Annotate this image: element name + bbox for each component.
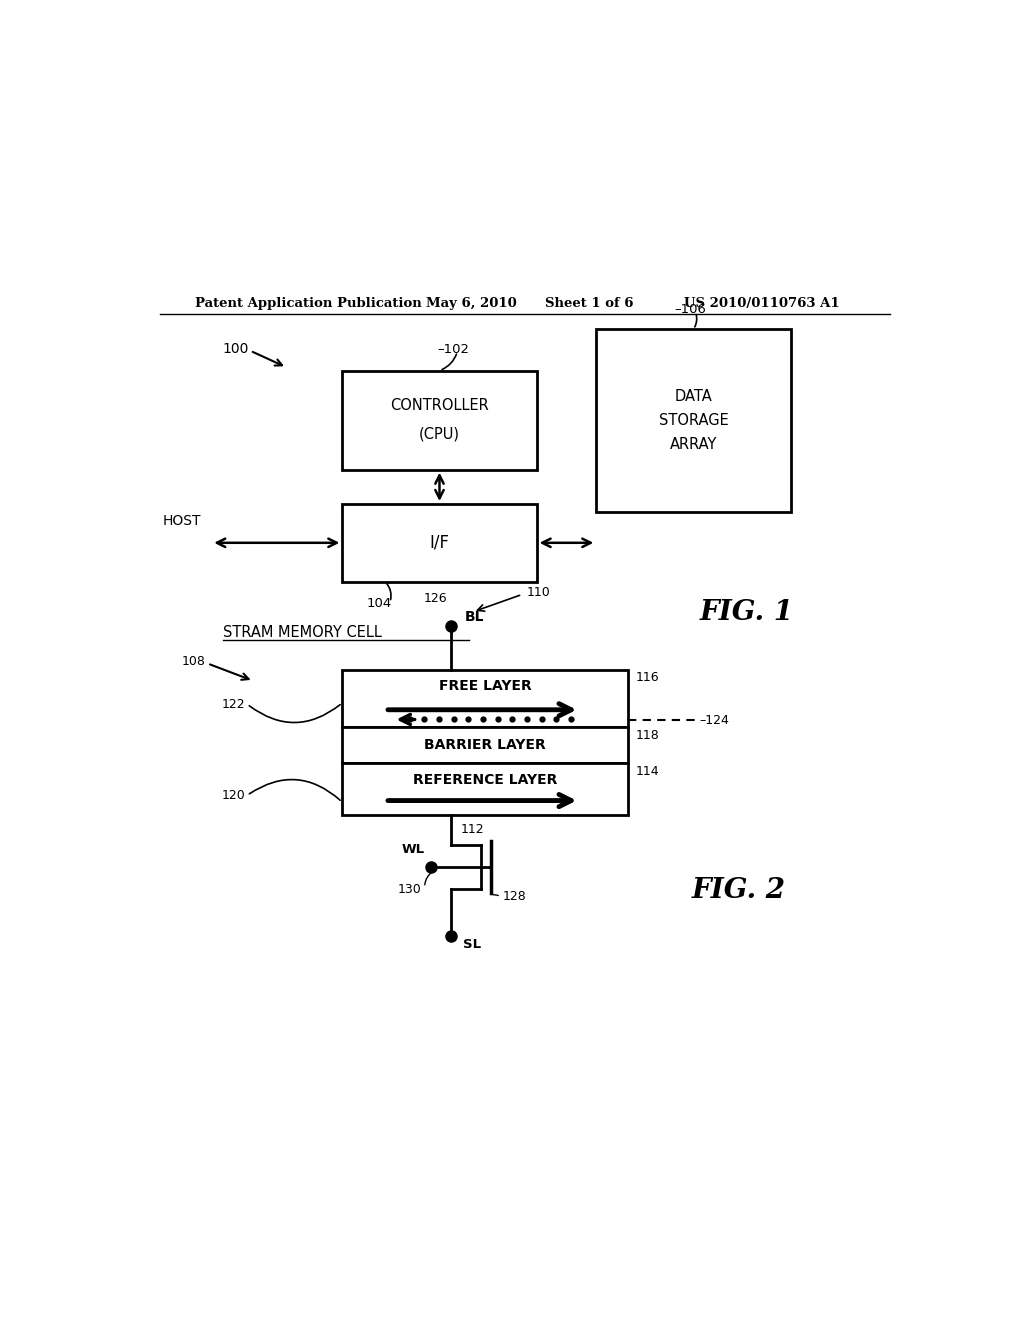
Text: 114: 114: [636, 766, 659, 777]
Text: STRAM MEMORY CELL: STRAM MEMORY CELL: [223, 624, 382, 640]
Text: US 2010/0110763 A1: US 2010/0110763 A1: [684, 297, 839, 310]
Bar: [342, 727, 628, 763]
Text: I/F: I/F: [429, 533, 450, 552]
Text: Patent Application Publication: Patent Application Publication: [196, 297, 422, 310]
Text: FIG. 1: FIG. 1: [700, 599, 794, 626]
Text: 100: 100: [222, 342, 249, 356]
Text: 120: 120: [222, 789, 246, 803]
Text: STORAGE: STORAGE: [658, 413, 728, 428]
Text: May 6, 2010: May 6, 2010: [426, 297, 516, 310]
Text: WL: WL: [401, 843, 425, 857]
Text: CONTROLLER: CONTROLLER: [390, 399, 488, 413]
Bar: [342, 371, 537, 470]
Text: 108: 108: [182, 655, 206, 668]
Text: DATA: DATA: [675, 389, 713, 404]
Text: BL: BL: [465, 610, 484, 623]
Text: 110: 110: [526, 586, 550, 599]
Text: 130: 130: [397, 883, 422, 896]
Text: FREE LAYER: FREE LAYER: [438, 678, 531, 693]
Text: 128: 128: [503, 890, 526, 903]
Text: (CPU): (CPU): [419, 426, 460, 442]
Text: SL: SL: [463, 937, 481, 950]
Text: 118: 118: [636, 729, 659, 742]
Text: –106: –106: [674, 304, 706, 315]
Bar: [596, 329, 791, 512]
Text: –102: –102: [437, 343, 469, 355]
Bar: [342, 763, 628, 814]
Text: BARRIER LAYER: BARRIER LAYER: [424, 738, 546, 752]
Text: FIG. 2: FIG. 2: [692, 876, 786, 904]
Text: –124: –124: [699, 714, 729, 726]
Text: REFERENCE LAYER: REFERENCE LAYER: [413, 774, 557, 787]
Text: 116: 116: [636, 672, 659, 684]
Bar: [342, 669, 628, 727]
Text: 122: 122: [222, 697, 246, 710]
Text: 112: 112: [461, 822, 484, 836]
Bar: [342, 504, 537, 582]
Text: ARRAY: ARRAY: [670, 437, 717, 451]
Text: HOST: HOST: [163, 513, 201, 528]
Text: Sheet 1 of 6: Sheet 1 of 6: [545, 297, 633, 310]
Text: 104: 104: [367, 598, 391, 610]
Text: 126: 126: [423, 591, 446, 605]
